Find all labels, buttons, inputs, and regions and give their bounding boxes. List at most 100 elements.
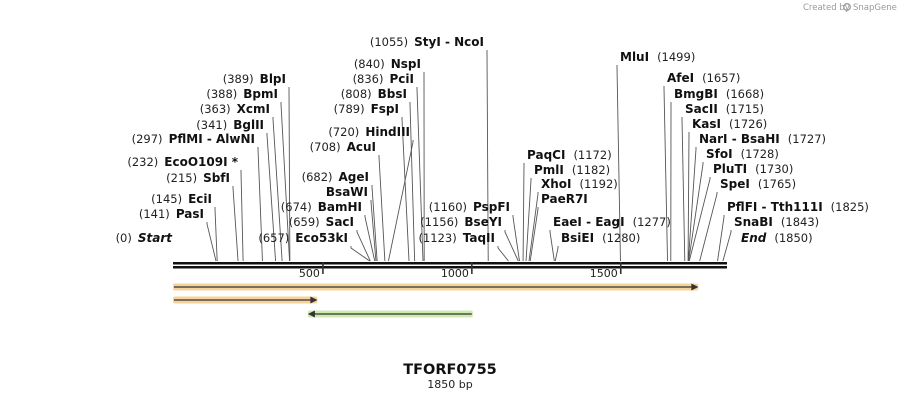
site-position: (341) [196,118,227,132]
site-name: SacII [685,102,718,116]
site-position: (232) [127,155,158,169]
site-name: BbsI [378,87,407,101]
arrow-head-icon [310,296,318,304]
site-connector [409,102,416,262]
site-eco53ki: Eco53kI (657) [258,231,348,245]
site-connector [257,147,263,262]
site-position: (840) [354,57,385,71]
site-position: (1825) [831,200,869,214]
site-connector [356,230,371,262]
site-position: (659) [289,215,320,229]
site-position: (145) [151,192,182,206]
snapgene-logo-icon [843,3,851,11]
site-name: SnaBI [734,215,773,229]
site-bseyi: BseYI (1156) [420,215,502,229]
site-name: SacI [326,215,354,229]
site-name: BamHI [318,200,362,214]
site-name: AfeI [667,71,694,85]
site-styi-ncoi: StyI - NcoI (1055) [370,35,484,49]
site-sbfi: SbfI (215) [166,171,230,185]
site-position: (1730) [755,162,793,176]
site-blpi: BlpI (389) [223,72,286,86]
site-pluti: PluTI (1730) [713,162,793,176]
site-name: FspI [371,102,399,116]
site-connector [206,222,217,262]
site-position: (215) [166,171,197,185]
site-name: BseYI [464,215,502,229]
site-acui: AcuI (708) [310,140,376,154]
credit-brand: SnapGene [853,3,897,13]
site-connector [214,207,218,262]
site-pasi: PasI (141) [139,207,204,221]
site-spei: SpeI (1765) [720,177,796,191]
site-eaei-eagi: EaeI - EagI (1277) [553,215,671,229]
site-connector [288,87,291,262]
site-name: MluI [620,50,649,64]
ruler-tick-label: 1000 [441,267,469,280]
site-position: (708) [310,140,341,154]
site-nari-bsahi: NarI - BsaHI (1727) [699,132,826,146]
site-connector [717,215,725,262]
site-taqii: TaqII (1123) [418,231,495,245]
site-name: StyI - NcoI [414,35,484,49]
site-name: Eco53kI [295,231,348,245]
site-position: (1668) [726,87,764,101]
site-position: (1280) [602,231,640,245]
site-name: PaeR7I [541,192,588,206]
site-position: (1726) [729,117,767,131]
site-saci: SacI (659) [289,215,354,229]
site-name: NarI - BsaHI [699,132,780,146]
site-xhoi: XhoI (1192) [541,177,618,191]
site-name: PaqCI [527,148,565,162]
site-agei: AgeI (682) [302,170,369,184]
site-connector [416,87,424,262]
site-connector [370,200,377,262]
backbone [173,262,727,269]
site-position: (1055) [370,35,408,49]
site-name: AgeI [339,170,369,184]
site-connector [554,246,559,262]
site-bglii: BglII (341) [196,118,264,132]
site-name: BsiEI [561,231,594,245]
site-bbsi: BbsI (808) [341,87,407,101]
site-position: (1850) [774,231,812,245]
backbone-bottom-strand [173,266,727,269]
site-connector [549,230,555,262]
site-name: End [741,231,767,245]
site-end: End (1850) [741,231,813,245]
site-position: (808) [341,87,372,101]
site-position: (1499) [657,50,695,64]
site-connector [350,246,370,262]
site-connector [240,170,244,262]
site-position: (1728) [741,147,779,161]
site-position: (388) [206,87,237,101]
site-position: (363) [200,102,231,116]
site-position: (0) [116,231,132,245]
site-paer7i: PaeR7I [541,192,588,206]
site-position: (1657) [702,71,740,85]
site-position: (1156) [420,215,458,229]
site-name: HindIII [365,125,410,139]
site-connector [529,207,539,262]
site-sacii: SacII (1715) [685,102,764,116]
backbone-top-strand [173,262,727,265]
site-bpmi: BpmI (388) [206,87,278,101]
site-ecii: EciI (145) [151,192,212,206]
site-name: BsaWI [326,185,368,199]
site-position: (1727) [788,132,826,146]
site-position: (389) [223,72,254,86]
site-xcmi: XcmI (363) [200,102,270,116]
site-pcii: PciI (836) [353,72,414,86]
site-bamhi: BamHI (674) [281,200,362,214]
site-connector [280,102,291,262]
site-sfoi: SfoI (1728) [706,147,779,161]
site-name: BlpI [260,72,286,86]
site-position: (141) [139,207,170,221]
site-start: Start (0) [116,231,174,245]
plasmid-name: TFORF0755 [403,362,497,378]
site-name: AcuI [347,140,376,154]
site-bsiei: BsiEI (1280) [561,231,640,245]
site-bmgbi: BmgBI (1668) [674,87,764,101]
site-connector [364,215,376,262]
site-connector [388,140,414,262]
